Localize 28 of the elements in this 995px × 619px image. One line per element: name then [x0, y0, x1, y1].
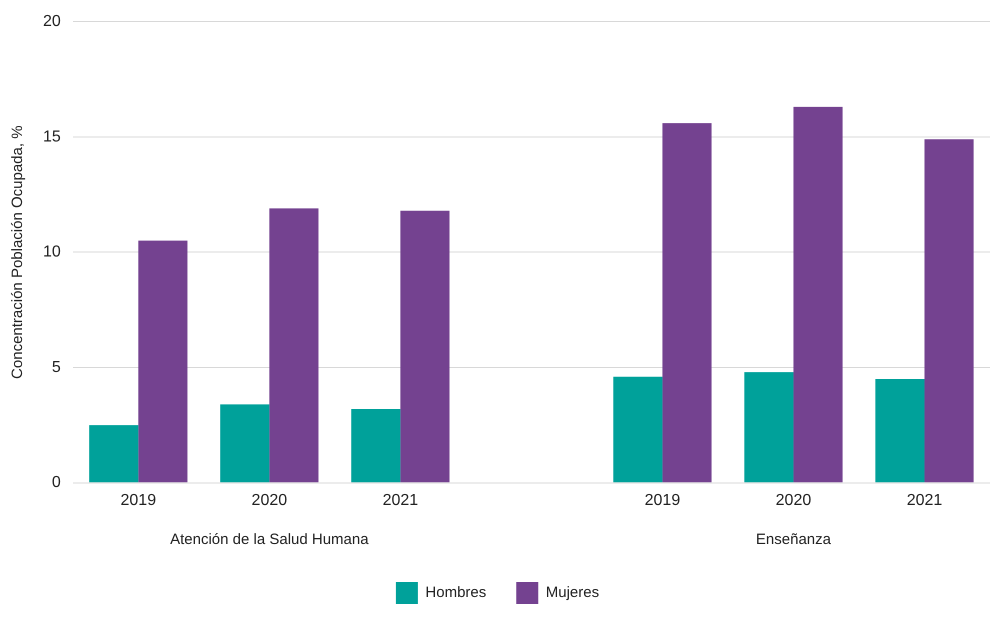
bar: [662, 123, 712, 482]
legend-label: Mujeres: [546, 584, 600, 602]
bar: [89, 425, 138, 482]
x-tick-label: 2021: [906, 492, 942, 509]
text: Enseñanza: [756, 531, 832, 548]
legend-label: Hombres: [425, 584, 486, 602]
bar: [875, 379, 924, 482]
bar: [400, 210, 450, 482]
bar: [793, 106, 843, 482]
y-tick-label: 0: [52, 474, 61, 492]
bar: [924, 139, 974, 482]
x-tick-label: 2020: [776, 492, 812, 509]
bar: [351, 409, 400, 482]
x-tick-label: 2021: [382, 492, 418, 509]
y-tick-label: 5: [52, 358, 61, 376]
y-axis-title: Concentración Población Ocupada, %: [9, 125, 26, 379]
bar: [220, 404, 270, 482]
y-tick-label: 20: [43, 13, 61, 30]
y-tick-label: 10: [43, 244, 61, 261]
x-tick-label: 2020: [252, 492, 288, 509]
bar: [744, 372, 794, 482]
y-tick-label: 15: [43, 128, 61, 146]
bar: [138, 240, 188, 482]
text: Atención de la Salud Humana: [170, 531, 370, 548]
x-tick-label: 2019: [120, 492, 156, 509]
bar: [269, 208, 318, 482]
bar: [613, 376, 662, 482]
x-tick-label: 2019: [644, 492, 680, 509]
